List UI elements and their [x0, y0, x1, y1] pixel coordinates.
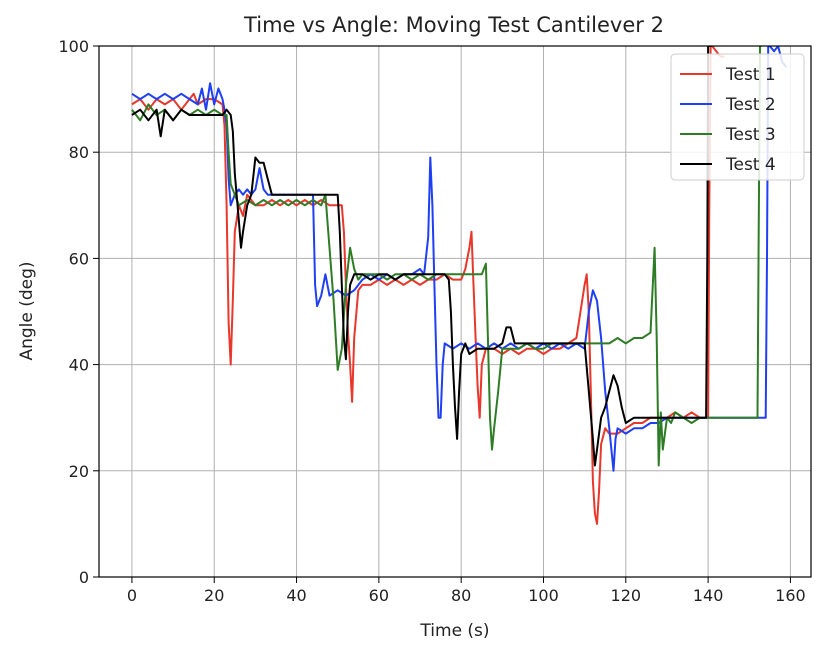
- x-axis-label: Time (s): [419, 621, 489, 641]
- x-tick-label: 80: [451, 586, 471, 605]
- series-lines: [131, 46, 788, 525]
- plot-area-frame: [98, 45, 812, 578]
- y-tick-label: 20: [69, 462, 89, 481]
- legend-label-test-4: Test 4: [725, 155, 776, 175]
- series-line-test-1: [131, 46, 725, 525]
- y-tick-label: 0: [79, 568, 89, 587]
- series-line-test-3: [131, 46, 762, 467]
- y-axis-label: Angle (deg): [17, 261, 37, 360]
- x-tick-label: 160: [775, 586, 806, 605]
- x-tick-label: 0: [127, 586, 137, 605]
- x-tick-label: 60: [369, 586, 389, 605]
- y-tick-label: 60: [69, 249, 89, 268]
- legend-label-test-3: Test 3: [725, 125, 776, 145]
- x-tick-label: 120: [611, 586, 642, 605]
- chart-title: Time vs Angle: Moving Test Cantilever 2: [243, 13, 664, 37]
- legend-label-test-1: Test 1: [725, 65, 776, 85]
- legend-label-test-2: Test 2: [725, 95, 776, 115]
- legend: Test 1 Test 2 Test 3 Test 4: [670, 53, 805, 181]
- x-tick-label: 100: [528, 586, 559, 605]
- y-tick-label: 100: [58, 37, 89, 56]
- x-tick-label: 140: [693, 586, 724, 605]
- series-line-test-4: [131, 46, 713, 467]
- x-tick-label: 20: [204, 586, 224, 605]
- y-tick-label: 40: [69, 356, 89, 375]
- axis-ticks: 0 20 40 60 80 100 120 140 160 0 20 40 60 80 100: [58, 37, 805, 605]
- x-tick-label: 40: [286, 586, 306, 605]
- legend-box: [670, 53, 805, 181]
- y-tick-label: 80: [69, 143, 89, 162]
